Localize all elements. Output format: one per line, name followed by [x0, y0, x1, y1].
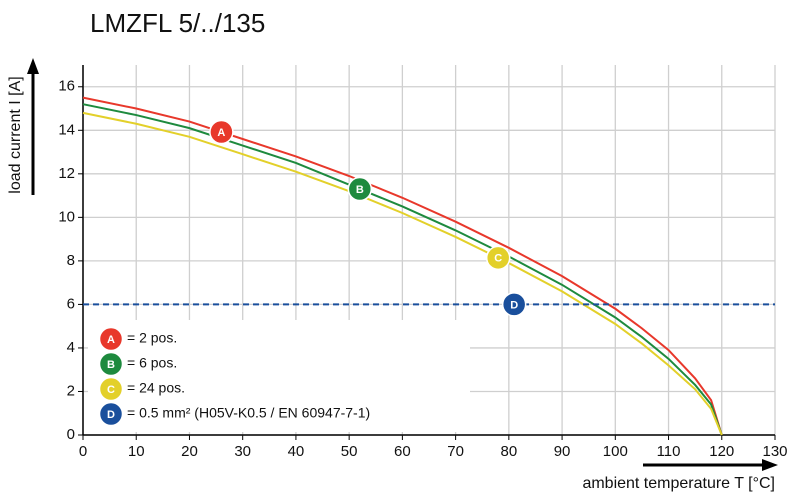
badge	[98, 376, 124, 402]
y-tick-label: 2	[67, 382, 75, 399]
x-tick-label: 80	[501, 443, 518, 460]
x-tick-label: 40	[288, 443, 305, 460]
badge	[98, 401, 124, 427]
badge-letter: D	[107, 409, 115, 421]
badge	[347, 176, 373, 202]
x-tick-label: 60	[394, 443, 411, 460]
badge-letter: D	[510, 299, 518, 311]
y-tick-label: 8	[67, 252, 75, 269]
y-arrow-head	[27, 58, 39, 74]
badge	[209, 119, 234, 145]
x-tick-label: 90	[554, 443, 571, 460]
badge	[98, 326, 124, 352]
badge	[485, 245, 511, 271]
x-tick-label: 120	[709, 443, 734, 460]
legend-label: = 6 pos.	[127, 355, 177, 371]
x-tick-label: 70	[447, 443, 464, 460]
badge-letter: B	[107, 359, 115, 371]
legend-label: = 2 pos.	[127, 330, 177, 346]
y-tick-label: 6	[67, 295, 75, 312]
badge-letter: A	[107, 334, 115, 346]
y-tick-label: 4	[67, 339, 75, 356]
legend-label: = 24 pos.	[127, 380, 185, 396]
badge	[501, 292, 527, 317]
x-tick-label: 110	[657, 443, 681, 460]
chart-title: LMZFL 5/../135	[90, 8, 265, 38]
x-tick-label: 0	[79, 443, 87, 460]
legend-label: = 0.5 mm² (H05V-K0.5 / EN 60947-7-1)	[127, 405, 370, 421]
y-axis-label: load current I [A]	[7, 76, 24, 193]
series-line	[82, 111, 723, 436]
badge-letter: B	[356, 184, 364, 196]
x-tick-label: 10	[128, 443, 145, 460]
x-axis-label: ambient temperature T [°C]	[582, 475, 775, 492]
x-tick-label: 100	[603, 443, 628, 460]
y-tick-label: 0	[67, 426, 75, 443]
legend-box	[88, 320, 470, 432]
x-arrow-head	[762, 459, 778, 471]
x-tick-label: 130	[762, 443, 787, 460]
y-tick-label: 14	[58, 121, 75, 138]
badge-letter: C	[494, 253, 502, 265]
x-tick-label: 20	[181, 443, 198, 460]
badge	[98, 351, 124, 377]
badge-letter: C	[107, 384, 115, 396]
badge-letter: A	[217, 127, 225, 139]
x-tick-label: 30	[234, 443, 251, 460]
y-tick-label: 16	[58, 78, 75, 95]
x-tick-label: 50	[341, 443, 358, 460]
y-tick-label: 10	[58, 208, 75, 225]
y-tick-label: 12	[58, 165, 75, 182]
